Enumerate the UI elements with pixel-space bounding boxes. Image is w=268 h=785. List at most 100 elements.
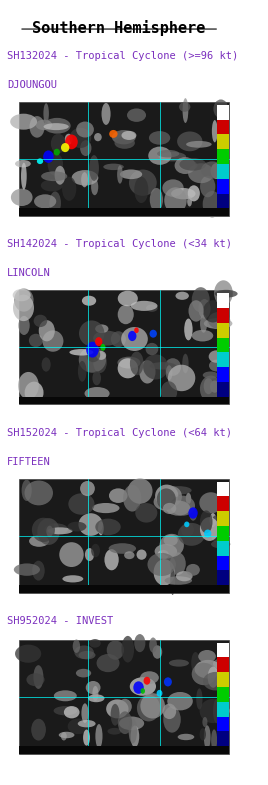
Ellipse shape bbox=[157, 150, 179, 158]
FancyBboxPatch shape bbox=[19, 397, 229, 404]
Ellipse shape bbox=[107, 641, 124, 659]
Ellipse shape bbox=[186, 141, 212, 148]
Ellipse shape bbox=[178, 734, 194, 740]
Ellipse shape bbox=[202, 717, 207, 727]
FancyBboxPatch shape bbox=[217, 149, 229, 164]
Ellipse shape bbox=[32, 560, 45, 581]
Ellipse shape bbox=[179, 160, 198, 170]
Ellipse shape bbox=[165, 576, 192, 585]
Ellipse shape bbox=[13, 289, 31, 301]
Ellipse shape bbox=[78, 361, 87, 382]
Ellipse shape bbox=[73, 640, 80, 653]
Ellipse shape bbox=[72, 170, 98, 185]
Ellipse shape bbox=[204, 530, 211, 538]
Ellipse shape bbox=[164, 677, 172, 686]
Ellipse shape bbox=[211, 516, 220, 542]
Ellipse shape bbox=[184, 521, 189, 528]
FancyBboxPatch shape bbox=[217, 541, 229, 556]
FancyBboxPatch shape bbox=[217, 338, 229, 352]
Ellipse shape bbox=[50, 192, 61, 215]
Ellipse shape bbox=[76, 669, 91, 677]
FancyBboxPatch shape bbox=[217, 511, 229, 526]
Ellipse shape bbox=[54, 706, 77, 715]
Ellipse shape bbox=[37, 518, 60, 545]
Ellipse shape bbox=[92, 686, 98, 701]
Ellipse shape bbox=[162, 703, 176, 719]
Ellipse shape bbox=[198, 650, 216, 663]
Ellipse shape bbox=[152, 645, 162, 659]
Ellipse shape bbox=[18, 316, 30, 335]
Ellipse shape bbox=[199, 492, 222, 513]
Ellipse shape bbox=[91, 544, 100, 557]
FancyBboxPatch shape bbox=[217, 194, 229, 209]
Ellipse shape bbox=[118, 699, 132, 714]
Ellipse shape bbox=[96, 654, 120, 672]
Ellipse shape bbox=[95, 337, 102, 346]
Ellipse shape bbox=[192, 330, 213, 341]
Ellipse shape bbox=[80, 481, 95, 496]
Ellipse shape bbox=[114, 137, 135, 149]
FancyBboxPatch shape bbox=[217, 687, 229, 702]
Ellipse shape bbox=[109, 488, 128, 503]
Ellipse shape bbox=[41, 171, 67, 181]
Ellipse shape bbox=[82, 296, 96, 305]
Ellipse shape bbox=[166, 501, 190, 516]
Ellipse shape bbox=[124, 551, 135, 559]
Ellipse shape bbox=[54, 148, 60, 155]
Ellipse shape bbox=[86, 681, 100, 694]
Ellipse shape bbox=[86, 347, 100, 362]
Ellipse shape bbox=[34, 665, 43, 689]
Ellipse shape bbox=[204, 725, 211, 749]
Ellipse shape bbox=[18, 372, 39, 400]
FancyBboxPatch shape bbox=[19, 479, 229, 593]
Ellipse shape bbox=[111, 704, 120, 725]
Ellipse shape bbox=[218, 706, 230, 716]
Ellipse shape bbox=[150, 188, 163, 211]
Ellipse shape bbox=[121, 131, 136, 140]
Ellipse shape bbox=[119, 717, 144, 730]
FancyBboxPatch shape bbox=[217, 164, 229, 179]
Ellipse shape bbox=[34, 315, 47, 327]
Ellipse shape bbox=[129, 718, 137, 743]
Ellipse shape bbox=[112, 130, 136, 144]
Ellipse shape bbox=[81, 172, 88, 188]
Ellipse shape bbox=[203, 672, 228, 691]
Ellipse shape bbox=[203, 191, 222, 217]
Ellipse shape bbox=[95, 324, 109, 333]
FancyBboxPatch shape bbox=[217, 702, 229, 717]
Ellipse shape bbox=[54, 690, 77, 701]
Ellipse shape bbox=[47, 528, 73, 535]
Ellipse shape bbox=[93, 330, 120, 345]
Ellipse shape bbox=[134, 177, 148, 203]
Ellipse shape bbox=[212, 120, 218, 142]
Ellipse shape bbox=[135, 503, 157, 523]
Ellipse shape bbox=[127, 108, 146, 122]
Ellipse shape bbox=[92, 371, 101, 385]
Ellipse shape bbox=[196, 688, 203, 710]
Ellipse shape bbox=[79, 651, 95, 659]
Ellipse shape bbox=[161, 382, 177, 403]
FancyBboxPatch shape bbox=[217, 119, 229, 134]
Ellipse shape bbox=[92, 503, 120, 513]
FancyBboxPatch shape bbox=[217, 672, 229, 687]
Ellipse shape bbox=[81, 703, 88, 723]
Ellipse shape bbox=[11, 188, 33, 206]
Ellipse shape bbox=[166, 486, 192, 495]
Ellipse shape bbox=[100, 344, 106, 351]
Ellipse shape bbox=[189, 507, 197, 520]
FancyBboxPatch shape bbox=[217, 179, 229, 194]
Ellipse shape bbox=[14, 288, 34, 312]
Ellipse shape bbox=[95, 519, 121, 535]
Ellipse shape bbox=[200, 375, 222, 403]
Ellipse shape bbox=[39, 320, 55, 341]
Ellipse shape bbox=[167, 692, 193, 710]
Ellipse shape bbox=[74, 645, 94, 659]
FancyBboxPatch shape bbox=[19, 640, 229, 754]
Ellipse shape bbox=[200, 728, 206, 740]
Ellipse shape bbox=[44, 524, 68, 535]
Ellipse shape bbox=[200, 510, 213, 533]
Ellipse shape bbox=[208, 666, 219, 688]
Ellipse shape bbox=[48, 153, 63, 176]
Ellipse shape bbox=[146, 343, 158, 355]
Ellipse shape bbox=[210, 513, 216, 527]
